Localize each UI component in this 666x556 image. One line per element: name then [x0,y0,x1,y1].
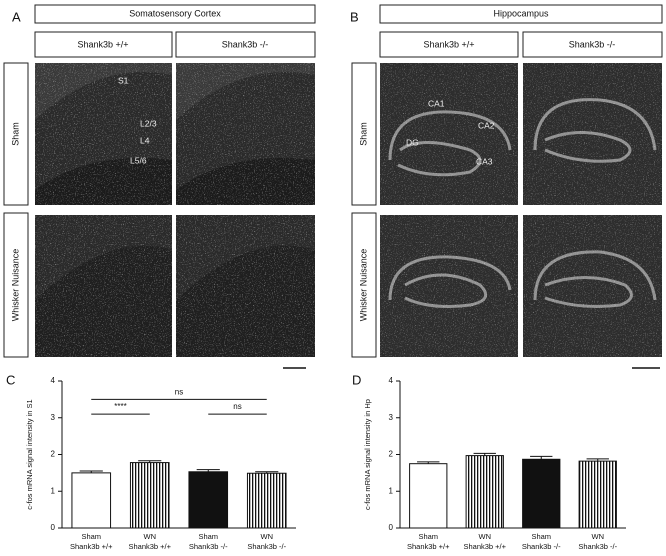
column-label: Shank3b -/- [222,39,269,49]
row-label: Whisker Nuisance [10,249,20,322]
x-tick-label: Shank3b -/- [522,542,561,551]
region-label: L2/3 [140,118,157,128]
region-label: CA1 [428,98,445,108]
significance-label: ns [233,402,241,411]
signal-speckle [35,63,315,357]
region-label: DG [406,137,419,147]
y-tick-label: 0 [389,523,394,532]
x-tick-label: Shank3b +/+ [407,542,450,551]
x-tick-label: Shank3b -/- [189,542,228,551]
bar [409,463,448,529]
y-tick-label: 1 [389,486,394,495]
region-label: S1 [118,75,129,85]
panel-label: A [12,9,21,24]
x-tick-label: WN [592,532,605,541]
panel-title: Somatosensory Cortex [129,8,221,18]
column-box [175,31,316,58]
bar [188,471,229,529]
bar [129,462,170,529]
y-tick-label: 2 [389,450,394,459]
bar [465,455,504,529]
y-axis-title: c-fos mRNA signal intensity in Hp [363,399,372,510]
column-label: Shank3b -/- [569,39,616,49]
bar [522,458,561,529]
region-label: CA3 [476,156,493,166]
x-tick-label: Sham [198,532,218,541]
bar [578,460,617,529]
column-label: Shank3b +/+ [423,39,474,49]
row-box [351,62,377,206]
panel-label: B [350,9,359,24]
y-tick-label: 3 [51,413,56,422]
signal-speckle [380,63,662,357]
x-tick-label: Shank3b +/+ [70,542,113,551]
x-tick-label: WN [144,532,157,541]
micrographs [380,63,662,357]
column-label: Shank3b +/+ [77,39,128,49]
y-tick-label: 1 [51,486,56,495]
column-box [379,31,519,58]
y-tick-label: 0 [51,523,56,532]
x-tick-label: WN [479,532,492,541]
column-box [34,31,173,58]
bar [246,472,287,529]
significance-label: **** [114,402,126,411]
row-label: Whisker Nuisance [358,249,368,322]
panel-a: A Somatosensory Cortex Shank3b +/+ Shank… [3,4,316,369]
significance-label: ns [175,387,183,396]
x-tick-label: Sham [418,532,438,541]
x-tick-label: Shank3b -/- [578,542,617,551]
y-tick-label: 4 [51,376,56,385]
x-tick-label: Sham [81,532,101,541]
bar [71,472,112,529]
y-axis-title: c-fos mRNA signal intensity in S1 [25,399,34,509]
region-label: L4 [140,135,150,145]
panel-label: C [6,372,15,387]
header-box [379,4,663,24]
y-tick-label: 3 [389,413,394,422]
y-tick-label: 4 [389,376,394,385]
row-label: Sham [358,122,368,146]
region-label: CA2 [478,120,495,130]
y-tick-label: 2 [51,450,56,459]
panel-label: D [352,372,361,387]
region-label: L5/6 [130,155,147,165]
x-tick-label: Sham [531,532,551,541]
header-box [34,4,316,24]
x-tick-label: WN [261,532,274,541]
row-box [351,212,377,358]
row-label: Sham [10,122,20,146]
x-tick-label: Shank3b +/+ [128,542,171,551]
x-tick-label: Shank3b -/- [247,542,286,551]
column-box [522,31,663,58]
row-box [3,212,29,358]
micrographs [35,63,315,357]
panel-title: Hippocampus [493,8,549,18]
row-box [3,62,29,206]
x-tick-label: Shank3b +/+ [463,542,506,551]
panel-b: B Hippocampus Shank3b +/+ Shank3b -/- Sh… [350,4,663,369]
